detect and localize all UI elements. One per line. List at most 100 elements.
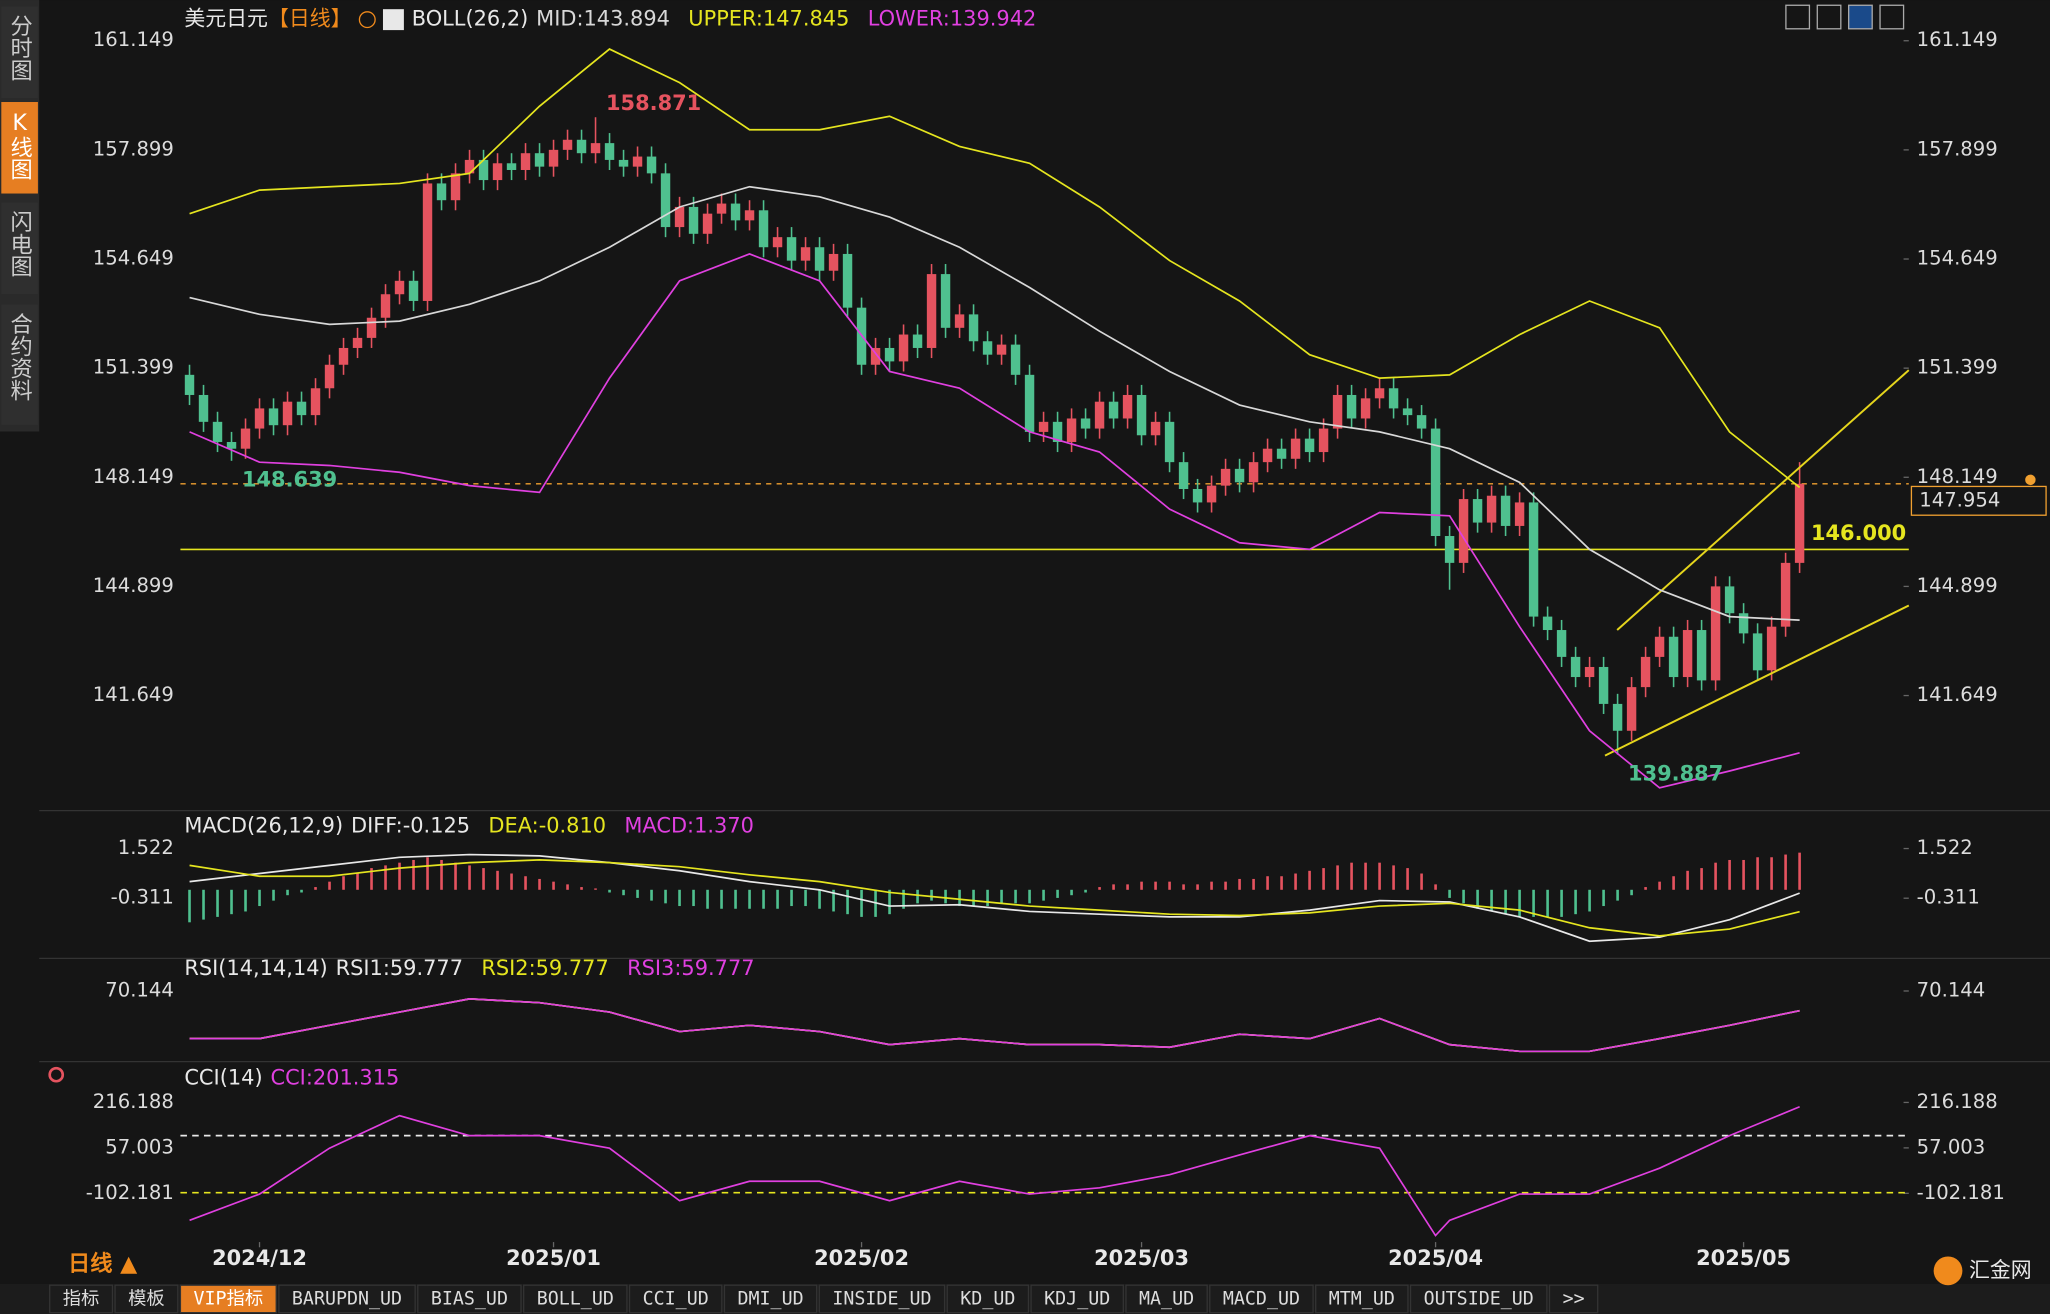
bottom-tab-label[interactable]: 模板	[128, 1289, 165, 1310]
bottom-tab-label[interactable]: MTM_UD	[1329, 1289, 1395, 1310]
candle-body	[1304, 438, 1315, 453]
candle-body	[1192, 488, 1203, 503]
bottom-tab-label[interactable]: BARUPDN_UD	[292, 1289, 402, 1310]
toolbar-icons[interactable]	[1785, 4, 1905, 30]
candle-body	[1108, 401, 1119, 419]
bottom-tab-label[interactable]: >>	[1563, 1289, 1585, 1310]
candle-body	[408, 280, 419, 301]
candle-body	[730, 203, 741, 221]
bottom-tab[interactable]	[723, 1284, 818, 1314]
bottom-tab-label[interactable]: VIP指标	[193, 1289, 263, 1310]
bottom-tab-label[interactable]: 指标	[63, 1289, 100, 1310]
sidebar-tab-label[interactable]: 闪电图	[7, 210, 33, 277]
legend-text: BOLL(26,2)	[412, 7, 529, 31]
candle-body	[1038, 421, 1049, 432]
candle-body	[1486, 495, 1497, 523]
bottom-tab-label[interactable]: DMI_UD	[738, 1289, 804, 1310]
candle-body	[1654, 636, 1665, 657]
sidebar-tab[interactable]	[1, 102, 38, 194]
candle-body	[1136, 394, 1147, 436]
candle-body	[562, 139, 573, 150]
candle-body	[576, 139, 587, 154]
candle-body	[1570, 656, 1581, 678]
bottom-tab-label[interactable]: BIAS_UD	[431, 1289, 508, 1310]
candle-body	[1276, 448, 1287, 459]
indicator-icon[interactable]	[382, 9, 404, 31]
candle-body	[1738, 613, 1749, 634]
sidebar-tab[interactable]	[1, 304, 38, 425]
sidebar-tab-label[interactable]: K线图	[7, 110, 33, 181]
candle-body	[1346, 394, 1357, 419]
candle-body	[800, 247, 811, 261]
legend-text: MID:143.894	[536, 7, 670, 31]
bottom-tab-label[interactable]: CCI_UD	[643, 1289, 709, 1310]
y-tick-label-right: 216.188	[1917, 1090, 1998, 1113]
icon[interactable]	[1816, 4, 1842, 30]
period-selector[interactable]: 日线 ▲	[68, 1250, 138, 1277]
bottom-tab[interactable]	[628, 1284, 723, 1314]
y-tick-label: 216.188	[93, 1090, 174, 1113]
candle-body	[1290, 438, 1301, 459]
candle-body	[996, 344, 1007, 355]
candle-body	[1374, 388, 1385, 399]
candle-body	[1556, 630, 1567, 657]
bottom-tab-label[interactable]: INSIDE_UD	[832, 1289, 931, 1310]
bottom-tab[interactable]	[179, 1284, 277, 1314]
bottom-tab[interactable]	[278, 1284, 416, 1314]
bottom-tab[interactable]	[818, 1284, 946, 1314]
add-icon[interactable]	[358, 11, 376, 29]
candle-body	[1640, 656, 1651, 688]
indicator-line	[189, 859, 1800, 937]
candle-body	[912, 334, 923, 348]
y-tick-label-right: 141.649	[1917, 683, 1998, 706]
x-tick-label: 2025/01	[506, 1246, 601, 1270]
icon[interactable]	[1879, 4, 1905, 30]
icon[interactable]	[1848, 4, 1873, 30]
candle-body	[324, 364, 335, 389]
bottom-tab[interactable]	[1030, 1284, 1124, 1314]
x-tick-label: 2024/12	[212, 1246, 307, 1270]
bottom-tab[interactable]	[1209, 1284, 1314, 1314]
bottom-tab-label[interactable]: MA_UD	[1139, 1289, 1194, 1310]
bottom-tab[interactable]	[523, 1284, 628, 1314]
candle-body	[702, 213, 713, 234]
bottom-tab[interactable]	[1548, 1284, 1599, 1314]
bottom-tab-label[interactable]: KDJ_UD	[1044, 1289, 1110, 1310]
candle-body	[352, 337, 363, 348]
bottom-tab-label[interactable]: MACD_UD	[1223, 1289, 1300, 1310]
y-tick-label-right: -102.181	[1917, 1181, 2005, 1204]
bottom-tab[interactable]	[1315, 1284, 1409, 1314]
sidebar-tab[interactable]	[1, 6, 38, 99]
sidebar-tab[interactable]	[1, 202, 38, 295]
candle-body	[940, 274, 951, 328]
candle-body	[1514, 502, 1525, 526]
candle-body	[1458, 499, 1469, 563]
y-tick-label: 57.003	[105, 1135, 174, 1158]
sidebar-tab-label[interactable]: 合约资料	[7, 312, 33, 402]
candle-body	[758, 210, 769, 248]
bottom-tab[interactable]	[946, 1284, 1030, 1314]
candle-body	[1528, 502, 1539, 617]
candle-body	[968, 314, 979, 342]
candle-body	[1402, 408, 1413, 416]
bottom-tab[interactable]	[417, 1284, 522, 1314]
bottom-tab-label[interactable]: OUTSIDE_UD	[1424, 1289, 1534, 1310]
candle-body	[828, 253, 839, 271]
bottom-tab[interactable]	[49, 1284, 114, 1314]
y-tick-label-right: 1.522	[1917, 836, 1973, 859]
indicator-line	[189, 853, 1800, 943]
bottom-tab[interactable]	[1409, 1284, 1548, 1314]
icon[interactable]	[1785, 4, 1811, 30]
candle-body	[534, 153, 545, 167]
legend-text: DIFF:-0.125	[351, 813, 470, 837]
price-tag	[1910, 485, 2047, 516]
candle-body	[1150, 421, 1161, 436]
candle-body	[1178, 462, 1189, 489]
y-tick-label-right: 148.149	[1917, 465, 1998, 488]
bottom-tab[interactable]	[114, 1284, 179, 1314]
bottom-tab-label[interactable]: KD_UD	[960, 1289, 1015, 1310]
sidebar-tab-label[interactable]: 分时图	[7, 14, 33, 81]
bottom-tab-label[interactable]: BOLL_UD	[537, 1289, 614, 1310]
bottom-tab[interactable]	[1125, 1284, 1208, 1314]
